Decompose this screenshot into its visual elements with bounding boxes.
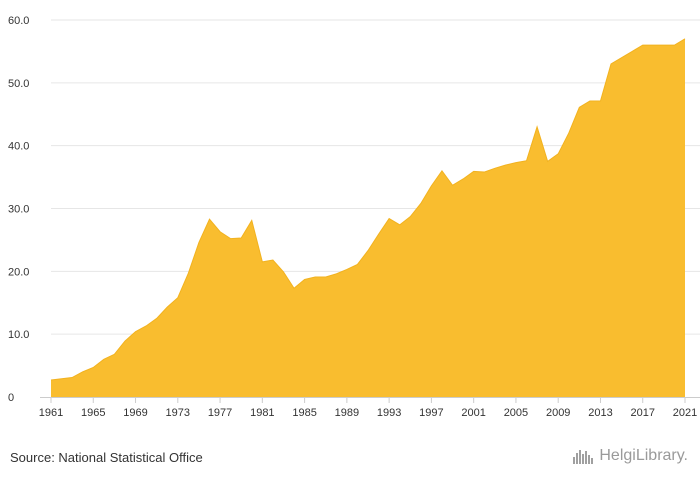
data-point[interactable] <box>281 270 285 274</box>
x-tick-label: 1985 <box>292 407 316 419</box>
x-tick-label: 2009 <box>546 407 570 419</box>
data-point[interactable] <box>345 267 349 271</box>
area-chart: 010.020.030.040.050.060.0 1961 1965 1969 19… <box>8 15 700 419</box>
data-point[interactable] <box>313 275 317 279</box>
data-point[interactable] <box>260 260 264 264</box>
area-series-fill <box>51 38 685 397</box>
data-point[interactable] <box>81 370 85 374</box>
data-point[interactable] <box>60 377 64 381</box>
data-point[interactable] <box>91 365 95 369</box>
y-tick-label: 50.0 <box>8 78 29 90</box>
data-point[interactable] <box>419 201 423 205</box>
x-tick-label: 2005 <box>504 407 528 419</box>
data-point[interactable] <box>440 169 444 173</box>
city-skyline-icon <box>573 448 595 464</box>
data-point[interactable] <box>229 237 233 241</box>
data-point[interactable] <box>292 286 296 290</box>
data-point[interactable] <box>398 223 402 227</box>
data-point[interactable] <box>482 170 486 174</box>
data-point[interactable] <box>429 184 433 188</box>
data-point[interactable] <box>620 56 624 60</box>
data-point[interactable] <box>662 43 666 47</box>
data-point[interactable] <box>144 324 148 328</box>
data-point[interactable] <box>218 230 222 234</box>
y-tick-label: 0 <box>8 392 14 404</box>
data-point[interactable] <box>134 330 138 334</box>
data-point[interactable] <box>102 357 106 361</box>
y-tick-label: 10.0 <box>8 329 29 341</box>
data-point[interactable] <box>514 161 518 165</box>
x-tick-label: 2021 <box>673 407 697 419</box>
data-point[interactable] <box>186 271 190 275</box>
data-point[interactable] <box>176 296 180 300</box>
data-point[interactable] <box>567 131 571 135</box>
logo-text: HelgiLibrary. <box>599 447 688 464</box>
data-point[interactable] <box>303 278 307 282</box>
data-point[interactable] <box>525 159 529 163</box>
data-point[interactable] <box>197 240 201 244</box>
data-point[interactable] <box>271 258 275 262</box>
x-tick-label: 1977 <box>208 407 232 419</box>
data-point[interactable] <box>366 249 370 253</box>
data-point[interactable] <box>641 43 645 47</box>
data-point[interactable] <box>493 166 497 170</box>
x-tick-label: 1969 <box>123 407 147 419</box>
area-series <box>49 37 687 397</box>
x-axis-ticks: 1961 1965 1969 1973 1977 1981 1985 1989 1993 1997… <box>39 397 697 419</box>
y-tick-label: 60.0 <box>8 15 29 27</box>
data-point[interactable] <box>588 99 592 103</box>
data-point[interactable] <box>165 305 169 309</box>
data-point[interactable] <box>355 262 359 266</box>
data-point[interactable] <box>503 163 507 167</box>
data-point[interactable] <box>408 215 412 219</box>
x-tick-label: 2017 <box>630 407 654 419</box>
data-point[interactable] <box>155 316 159 320</box>
data-point[interactable] <box>556 152 560 156</box>
x-tick-label: 1981 <box>250 407 274 419</box>
x-tick-label: 1993 <box>377 407 401 419</box>
data-point[interactable] <box>208 217 212 221</box>
area-series-line <box>50 38 686 381</box>
data-point[interactable] <box>683 37 687 41</box>
data-point[interactable] <box>250 218 254 222</box>
data-point[interactable] <box>672 43 676 47</box>
data-point[interactable] <box>461 177 465 181</box>
x-tick-label: 1965 <box>81 407 105 419</box>
y-tick-label: 30.0 <box>8 204 29 216</box>
data-point[interactable] <box>472 169 476 173</box>
x-tick-label: 1997 <box>419 407 443 419</box>
x-tick-label: 2001 <box>461 407 485 419</box>
data-point[interactable] <box>387 217 391 221</box>
data-point[interactable] <box>535 125 539 129</box>
x-tick-label: 1989 <box>335 407 359 419</box>
helgi-library-logo[interactable]: HelgiLibrary. <box>573 447 688 465</box>
data-point[interactable] <box>651 43 655 47</box>
x-tick-label: 1961 <box>39 407 63 419</box>
data-point[interactable] <box>630 49 634 53</box>
data-point[interactable] <box>377 232 381 236</box>
data-point[interactable] <box>123 339 127 343</box>
data-point[interactable] <box>546 159 550 163</box>
y-tick-label: 40.0 <box>8 141 29 153</box>
data-point[interactable] <box>598 99 602 103</box>
data-point[interactable] <box>324 275 328 279</box>
data-point[interactable] <box>334 272 338 276</box>
x-tick-label: 2013 <box>588 407 612 419</box>
data-point[interactable] <box>451 183 455 187</box>
y-tick-label: 20.0 <box>8 266 29 278</box>
data-point[interactable] <box>577 105 581 109</box>
data-point[interactable] <box>112 352 116 356</box>
data-point[interactable] <box>49 378 53 382</box>
data-point[interactable] <box>70 376 74 380</box>
source-note: Source: National Statistical Office <box>10 450 203 465</box>
data-point[interactable] <box>609 62 613 66</box>
data-point[interactable] <box>239 236 243 240</box>
y-axis-ticks: 0 10.0 20.0 30.0 40.0 50.0 60.0 <box>8 15 29 404</box>
x-tick-label: 1973 <box>166 407 190 419</box>
